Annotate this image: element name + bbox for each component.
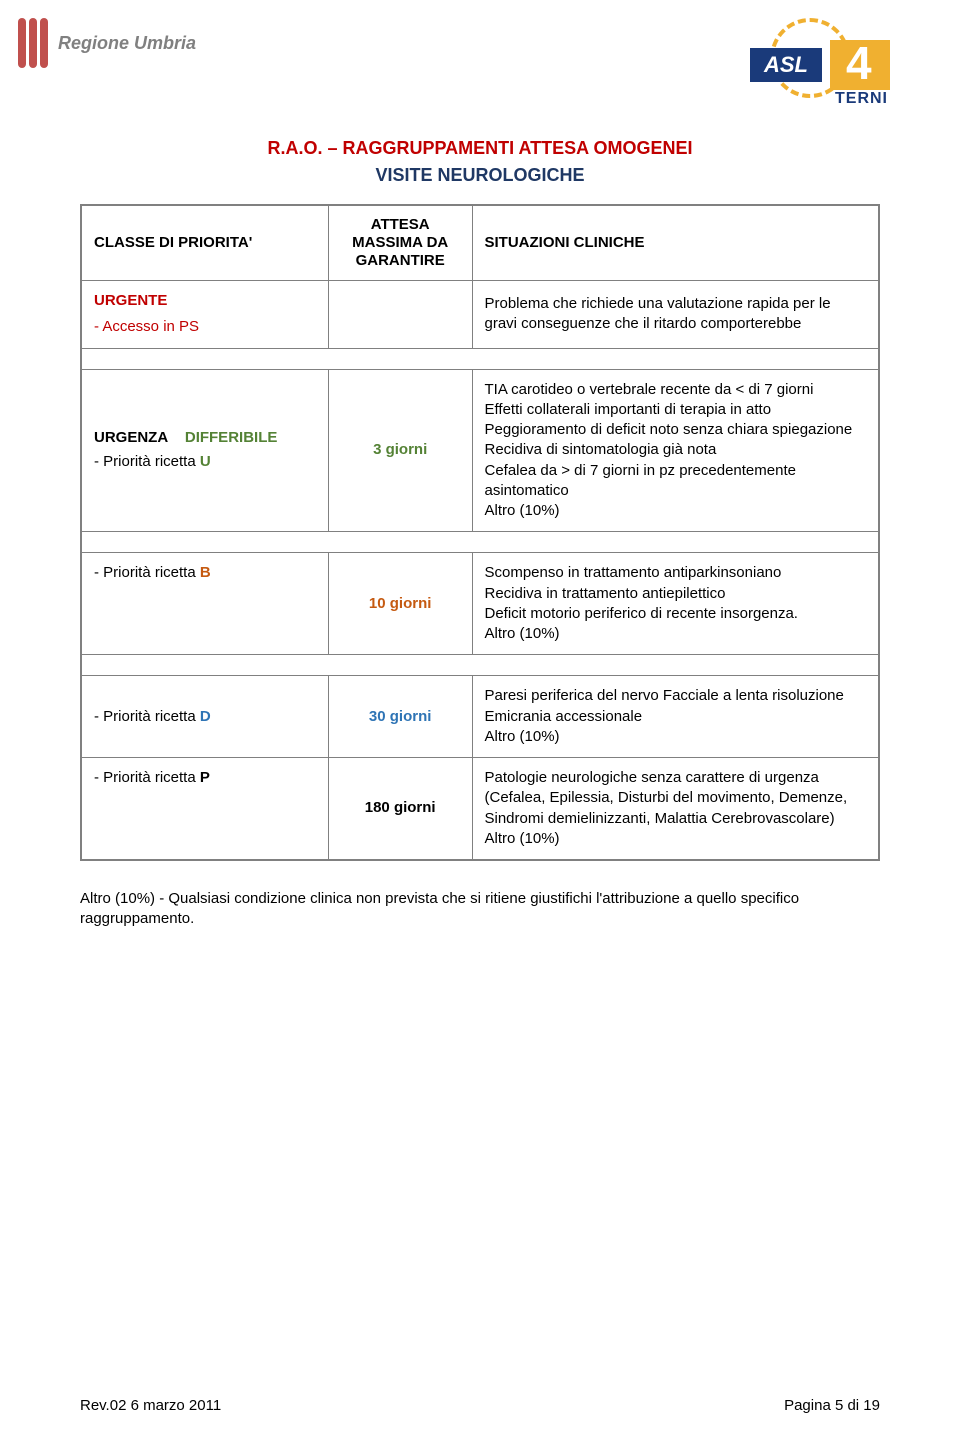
urgente-situazioni: Problema che richiede una valutazione ra… [472,281,879,349]
priorita-p-wait: 180 giorni [328,758,472,861]
priorita-b-code: B [200,564,211,581]
row-urgente: URGENTE - Accesso in PS Problema che ric… [81,281,879,349]
urgenza-diff-situazioni: TIA carotideo o vertebrale recente da < … [472,369,879,532]
priorita-d-pre: - Priorità ricetta [94,708,200,725]
page-content: R.A.O. – RAGGRUPPAMENTI ATTESA OMOGENEI … [0,108,960,930]
header-col3: SITUAZIONI CLINICHE [472,205,879,281]
umbria-bars-icon [18,18,48,68]
row-priorita-p: - Priorità ricetta P 180 giorni Patologi… [81,758,879,861]
urgenza-colored: DIFFERIBILE [185,429,278,446]
regione-umbria-logo: Regione Umbria [18,18,196,68]
priorita-d-label: - Priorità ricetta D [81,676,328,758]
footer-right: Pagina 5 di 19 [784,1397,880,1414]
urgenza-prefix: URGENZA [94,429,168,446]
row-priorita-b: - Priorità ricetta B 10 giorni Scompenso… [81,553,879,655]
title-primary: R.A.O. – RAGGRUPPAMENTI ATTESA OMOGENEI [80,138,880,159]
urgenza-label2-code: U [200,453,211,470]
urgenza-label2-pre: - Priorità ricetta [94,453,200,470]
priorita-d-situazioni: Paresi periferica del nervo Facciale a l… [472,676,879,758]
urgenza-diff-wait: 3 giorni [328,369,472,532]
table-header-row: CLASSE DI PRIORITA' ATTESA MASSIMA DA GA… [81,205,879,281]
priorita-p-situazioni: Patologie neurologiche senza carattere d… [472,758,879,861]
page-footer: Rev.02 6 marzo 2011 Pagina 5 di 19 [80,1397,880,1414]
urgente-label2: - Accesso in PS [94,317,316,337]
header-col1: CLASSE DI PRIORITA' [81,205,328,281]
title-secondary: VISITE NEUROLOGICHE [80,165,880,186]
priorita-p-pre: - Priorità ricetta [94,769,200,786]
priorita-b-label: - Priorità ricetta B [81,553,328,655]
row-priorita-d: - Priorità ricetta D 30 giorni Paresi pe… [81,676,879,758]
regione-text: Regione Umbria [58,33,196,54]
priorita-d-wait: 30 giorni [328,676,472,758]
priorita-p-code: P [200,769,210,786]
priorita-b-pre: - Priorità ricetta [94,564,200,581]
urgenza-diff-line2: - Priorità ricetta U [94,452,316,472]
priorita-p-label: - Priorità ricetta P [81,758,328,861]
urgente-label1: URGENTE [94,291,316,311]
urgente-wait [328,281,472,349]
page-header: Regione Umbria ASL TERNI [0,0,960,108]
urgenza-diff-label: URGENZA DIFFERIBILE - Priorità ricetta U [81,369,328,532]
row-urgenza-differibile: URGENZA DIFFERIBILE - Priorità ricetta U… [81,369,879,532]
asl-terni-logo: ASL TERNI [740,18,900,108]
priorita-b-situazioni: Scompenso in trattamento antiparkinsonia… [472,553,879,655]
footer-left: Rev.02 6 marzo 2011 [80,1397,221,1414]
header-col2: ATTESA MASSIMA DA GARANTIRE [328,205,472,281]
priorita-d-code: D [200,708,211,725]
terni-text: TERNI [835,90,888,108]
four-box-icon [830,40,890,90]
urgente-label: URGENTE - Accesso in PS [81,281,328,349]
priorita-b-wait: 10 giorni [328,553,472,655]
footnote: Altro (10%) - Qualsiasi condizione clini… [80,889,880,930]
priority-table: CLASSE DI PRIORITA' ATTESA MASSIMA DA GA… [80,204,880,861]
asl-text: ASL [750,48,822,82]
